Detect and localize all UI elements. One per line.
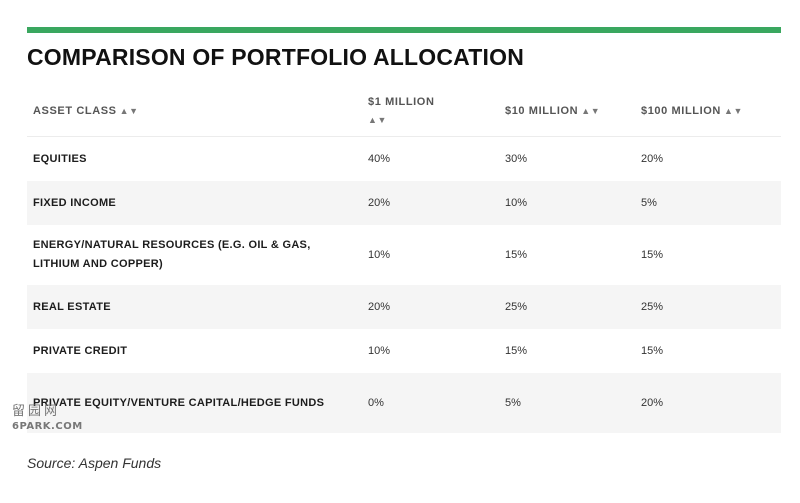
column-header-1-million[interactable]: $1 MILLION ▲▼: [362, 86, 499, 137]
table-row: EQUITIES 40% 30% 20%: [27, 137, 781, 182]
value-cell-100m: 15%: [641, 248, 664, 261]
table-header-row: ASSET CLASS ▲▼ $1 MILLION ▲▼ $10 MILLION ▲▼…: [27, 86, 781, 137]
value-cell-1m: 20%: [362, 181, 499, 225]
column-header-label: $10 MILLION: [505, 105, 579, 117]
value-cell-1m: 20%: [362, 285, 499, 329]
allocation-table: ASSET CLASS ▲▼ $1 MILLION ▲▼ $10 MILLION ▲▼…: [27, 86, 781, 433]
table-row: ENERGY/NATURAL RESOURCES (E.G. OIL & GAS…: [27, 225, 781, 285]
asset-class-cell: ENERGY/NATURAL RESOURCES (E.G. OIL & GAS…: [33, 239, 311, 270]
watermark-logo: 留园网 6PARK.COM: [12, 404, 98, 438]
value-cell-10m: 15%: [505, 248, 528, 261]
value-cell-10m: 30%: [505, 152, 528, 165]
asset-class-cell: REAL ESTATE: [27, 285, 362, 329]
accent-bar: [27, 27, 781, 33]
asset-class-cell: FIXED INCOME: [27, 181, 362, 225]
value-cell-100m: 25%: [635, 285, 781, 329]
value-cell-100m: 20%: [635, 373, 781, 433]
value-cell-1m: 10%: [368, 248, 391, 261]
column-header-label: $1 MILLION: [368, 96, 435, 108]
sort-arrows-icon[interactable]: ▲▼: [119, 106, 139, 116]
watermark-text-bottom: 6PARK.COM: [12, 421, 83, 432]
value-cell-10m: 25%: [499, 285, 635, 329]
value-cell-100m: 20%: [641, 152, 664, 165]
sort-arrows-icon[interactable]: ▲▼: [368, 115, 388, 125]
asset-class-cell: PRIVATE CREDIT: [33, 344, 128, 357]
column-header-100-million[interactable]: $100 MILLION ▲▼: [635, 86, 781, 137]
watermark-text-top: 留园网: [12, 404, 61, 419]
value-cell-1m: 10%: [368, 344, 391, 357]
value-cell-1m: 40%: [368, 152, 391, 165]
column-header-label: ASSET CLASS: [33, 105, 117, 117]
source-note: Source: Aspen Funds: [27, 455, 162, 471]
table-row: PRIVATE CREDIT 10% 15% 15%: [27, 329, 781, 373]
table-row: PRIVATE EQUITY/VENTURE CAPITAL/HEDGE FUN…: [27, 373, 781, 433]
table-row: REAL ESTATE 20% 25% 25%: [27, 285, 781, 329]
asset-class-cell: PRIVATE EQUITY/VENTURE CAPITAL/HEDGE FUN…: [27, 373, 362, 433]
table-row: FIXED INCOME 20% 10% 5%: [27, 181, 781, 225]
value-cell-10m: 10%: [499, 181, 635, 225]
column-header-label: $100 MILLION: [641, 105, 721, 117]
sort-arrows-icon[interactable]: ▲▼: [581, 106, 601, 116]
sort-arrows-icon[interactable]: ▲▼: [723, 106, 743, 116]
value-cell-10m: 5%: [499, 373, 635, 433]
value-cell-100m: 5%: [635, 181, 781, 225]
value-cell-1m: 0%: [362, 373, 499, 433]
column-header-10-million[interactable]: $10 MILLION ▲▼: [499, 86, 635, 137]
value-cell-100m: 15%: [641, 344, 664, 357]
column-header-asset-class[interactable]: ASSET CLASS ▲▼: [27, 86, 362, 137]
asset-class-cell: EQUITIES: [33, 152, 87, 165]
value-cell-10m: 15%: [505, 344, 528, 357]
chart-title: COMPARISON OF PORTFOLIO ALLOCATION: [27, 44, 525, 70]
